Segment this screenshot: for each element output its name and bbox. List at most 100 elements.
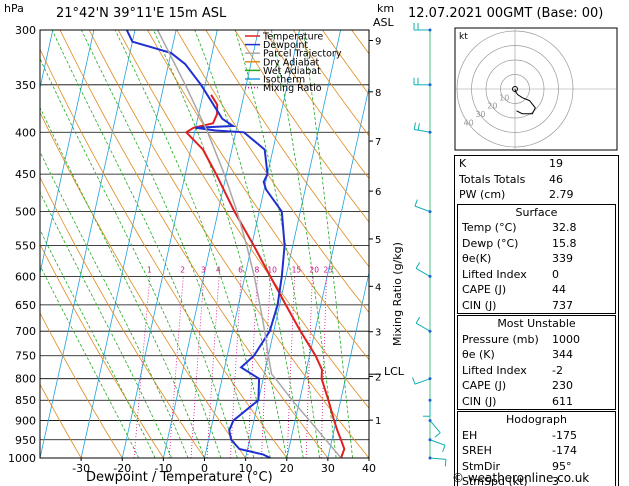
mixing-ratio-line [168,276,184,458]
dry-adiabat-line [263,30,369,180]
wet-adiabat-line [40,106,205,458]
wind-barb [429,420,441,434]
wind-barb-dot [428,130,432,134]
legend-entry: Parcel Trajectory [263,49,342,60]
index-value: 3 [552,475,559,486]
index-row: θe (K) 344 [458,347,615,363]
index-row: Lifted Index -2 [458,363,615,379]
index-key: Lifted Index [462,267,527,281]
index-row: Temp (°C) 32.8 [458,220,615,236]
x-tick-label: 10 [239,462,253,475]
km-tick-label: 9 [375,37,381,48]
isotherm-line [368,456,369,458]
mixing-ratio-line [320,276,327,458]
dry-adiabat-line [147,30,369,361]
index-row: SREH -174 [458,443,615,459]
index-row: θe(K) 339 [458,251,615,267]
wind-barb-feather [414,199,418,207]
pressure-tick-label: 800 [15,373,36,386]
index-key: Lifted Index [462,363,527,377]
mixing-ratio-label: 6 [238,265,243,274]
index-key: θe (K) [462,348,495,361]
wind-barb-feather [412,377,416,385]
index-value: 46 [549,172,563,186]
index-value: 230 [552,379,573,392]
x-axis-label: Dewpoint / Temperature (°C) [86,470,273,485]
wind-barb-dot [428,377,432,381]
surface-title: Surface [515,205,558,219]
asl-unit-label: ASL [373,16,394,29]
x-tick-label: -30 [72,462,90,475]
isotherm-line [245,30,341,458]
mixing-ratio-label: 2 [180,265,185,274]
index-row: StmDir 95° [458,459,615,475]
wet-adiabat-line [153,30,288,458]
pressure-tick-label: 1000 [8,452,36,465]
mixing-ratio-line [247,276,258,458]
dry-adiabat-line [40,383,82,458]
index-row: Totals Totals 46 [455,172,618,188]
index-key: Totals Totals [459,172,526,186]
copyright-footer[interactable]: © weatheronline.co.uk [452,471,590,485]
dry-adiabat-line [40,312,123,458]
index-value: 19 [549,157,563,170]
index-row: CAPE (J) 230 [458,378,615,394]
mixing-ratio-line [261,276,271,458]
legend-entry: Mixing Ratio [263,83,322,94]
pressure-tick-label: 350 [15,79,36,92]
index-key: CAPE (J) [462,283,507,296]
hpa-unit-label: hPa [4,2,24,15]
index-key: StmDir [462,459,501,473]
most-unstable-section: Most Unstable Pressure (mb) 1000 θe (K) 344… [457,315,616,410]
pressure-tick-label: 950 [15,434,36,447]
wind-barb [414,378,431,385]
index-value: 611 [552,394,573,408]
surface-section: Surface Temp (°C) 32.8 Dewp (°C) 15.8 θe(K) 3… [457,203,616,314]
wind-barb [415,267,431,277]
dry-adiabat-line [234,30,369,223]
km-unit-label: km [377,2,395,15]
wet-adiabat-line [40,191,172,458]
wind-barb-feather [442,445,446,452]
index-value: 339 [552,252,573,265]
hodograph-section: Hodograph EH -175 SREH -174 StmDir 95° StmSpd … [457,411,616,486]
hodograph-ring-label: 10 [499,93,509,102]
most-unstable-title: Most Unstable [497,317,576,330]
index-value: -2 [552,363,563,377]
dewpoint-line [125,30,286,458]
km-tick-label: 8 [375,88,381,99]
pressure-tick-label: 600 [15,270,36,283]
dry-adiabat-line [117,30,369,409]
index-value: -174 [552,444,577,457]
legend-entry: Wet Adiabat [263,66,321,77]
wind-barb-dot [428,329,432,333]
mixing-ratio-label: 15 [292,265,302,274]
wind-barb-dot [428,210,432,214]
index-row: CIN (J) 737 [458,298,615,314]
datetime-title: 12.07.2021 00GMT (Base: 00) [408,6,604,21]
index-value: 95° [552,459,572,473]
index-key: Dewp (°C) [462,236,519,250]
isotherm-line [40,30,136,458]
dry-adiabat-line [40,48,288,458]
index-key: θe(K) [462,252,492,265]
wind-barb-dot [428,438,432,442]
pressure-tick-label: 750 [15,350,36,363]
pressure-tick-label: 550 [15,239,36,252]
index-value: 0 [552,267,559,281]
parcel-trajectory-line [156,30,342,458]
km-tick-label: 4 [375,282,381,293]
index-row: CAPE (J) 44 [458,282,615,298]
dry-adiabat-line [205,30,369,268]
wet-adiabat-line [40,150,189,458]
isotherm-line [327,270,369,458]
mixing-ratio-label: 10 [267,265,277,274]
km-tick-label: 2 [375,372,381,383]
mixing-ratio-line [286,276,296,458]
axes-layer: 3003504004505005506006507007508008509009… [8,24,381,475]
hodograph-trace [514,88,536,115]
series-layer [125,30,346,458]
index-row: PW (cm) 2.79 [455,187,618,203]
